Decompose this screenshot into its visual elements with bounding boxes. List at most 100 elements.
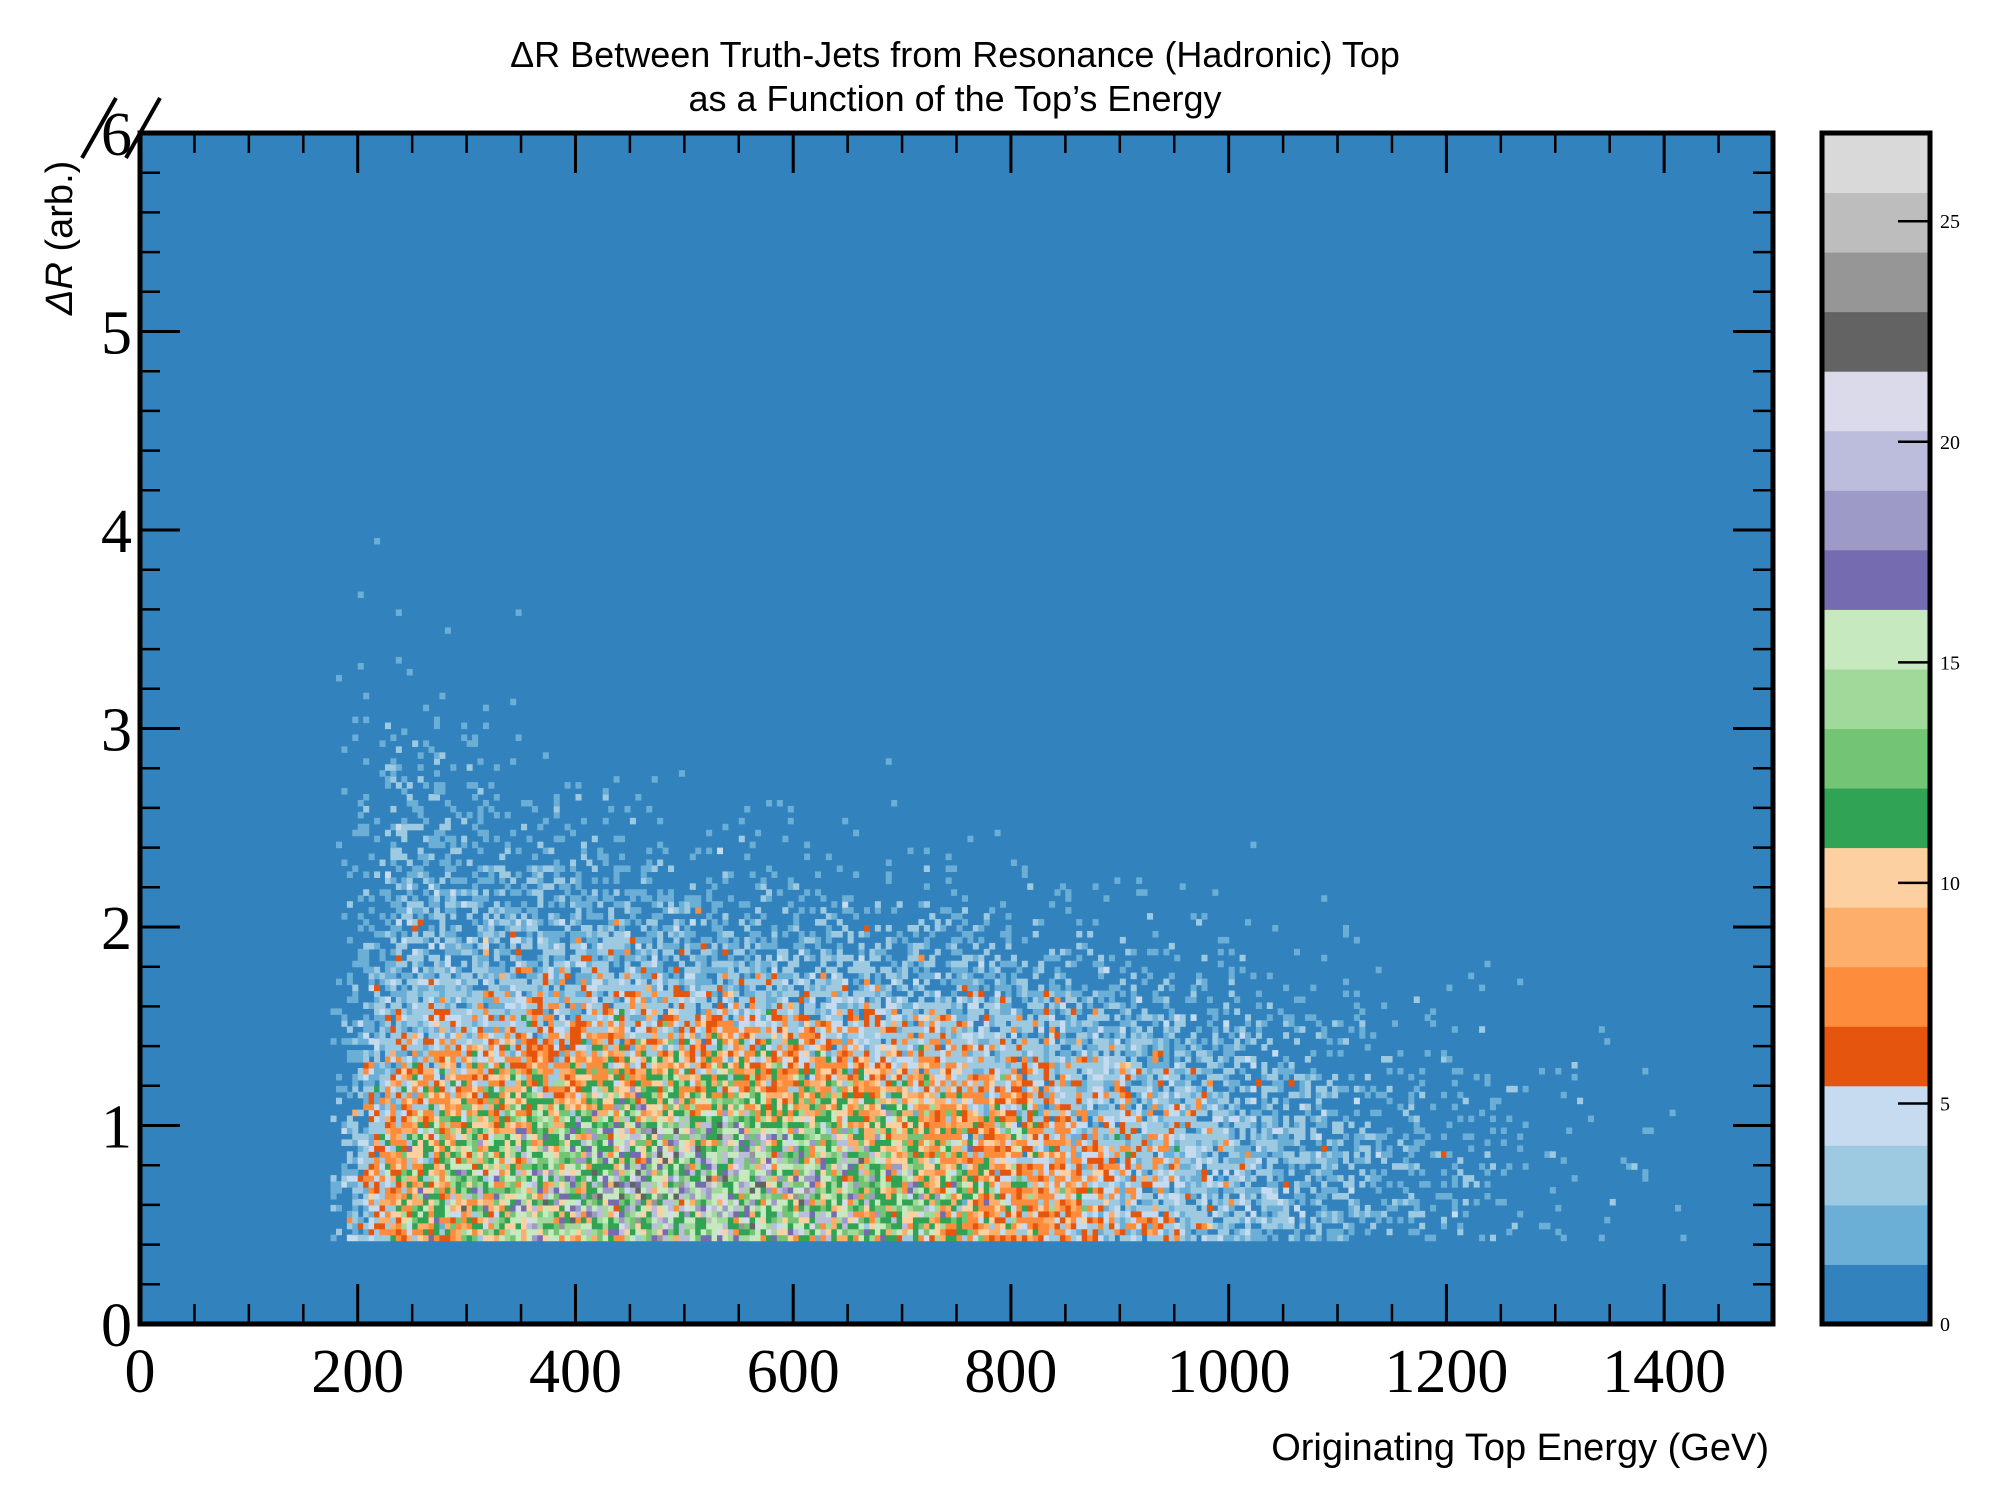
heatmap-cell: [390, 859, 397, 867]
heatmap-cell: [798, 1169, 805, 1176]
heatmap-cell: [678, 1210, 685, 1218]
heatmap-cell: [390, 823, 397, 831]
heatmap-cell: [493, 1133, 500, 1140]
heatmap-cell: [526, 1216, 533, 1224]
heatmap-cell: [629, 907, 636, 914]
heatmap-cell: [820, 960, 827, 968]
heatmap-cell: [548, 1139, 555, 1146]
heatmap-cell: [760, 1210, 767, 1218]
heatmap-cell: [510, 1175, 517, 1182]
heatmap-cell: [684, 1228, 691, 1236]
heatmap-cell: [477, 966, 484, 974]
heatmap-cell: [760, 1097, 767, 1105]
heatmap-cell: [586, 1210, 593, 1218]
heatmap-cell: [526, 1026, 533, 1033]
heatmap-cell: [423, 1228, 430, 1236]
heatmap-cell: [433, 1044, 440, 1051]
heatmap-cell: [466, 1103, 473, 1111]
heatmap-cell: [695, 1050, 702, 1057]
heatmap-cell: [455, 1103, 462, 1111]
heatmap-cell: [760, 1073, 767, 1081]
heatmap-cell: [428, 990, 435, 998]
heatmap-cell: [738, 1222, 745, 1230]
heatmap-cell: [591, 1085, 598, 1093]
heatmap-cell: [722, 1181, 729, 1188]
heatmap-cell: [559, 1210, 566, 1218]
heatmap-cell: [640, 865, 647, 873]
heatmap-cell: [352, 1133, 359, 1140]
heatmap-cell: [619, 1032, 626, 1039]
heatmap-cell: [733, 1109, 740, 1117]
heatmap-cell: [368, 1067, 375, 1075]
heatmap-cell: [613, 930, 620, 938]
heatmap-cell: [531, 996, 538, 1004]
heatmap-cell: [477, 1020, 484, 1027]
heatmap-cell: [749, 1192, 756, 1200]
heatmap-cell: [580, 1228, 587, 1236]
heatmap-cell: [553, 919, 560, 926]
heatmap-cell: [738, 1175, 745, 1182]
heatmap-cell: [842, 1097, 849, 1105]
heatmap-cell: [787, 1222, 794, 1230]
heatmap-cell: [629, 1109, 636, 1117]
heatmap-cell: [553, 794, 560, 801]
heatmap-cell: [689, 1145, 696, 1152]
heatmap-cell: [684, 1002, 691, 1009]
heatmap-cell: [706, 1091, 713, 1099]
heatmap-cell: [488, 871, 495, 878]
heatmap-cell: [798, 895, 805, 902]
heatmap-cell: [477, 1067, 484, 1075]
heatmap-cell: [537, 1026, 544, 1033]
heatmap-cell: [428, 1079, 435, 1087]
heatmap-cell: [450, 1026, 457, 1033]
heatmap-cell: [657, 936, 664, 944]
heatmap-cell: [526, 799, 533, 807]
heatmap-cell: [744, 1097, 751, 1105]
heatmap-cell: [504, 1145, 511, 1152]
heatmap-cell: [580, 1181, 587, 1188]
heatmap-cell: [482, 936, 489, 944]
heatmap-cell: [842, 1228, 849, 1236]
heatmap-cell: [412, 919, 419, 926]
heatmap-cell: [423, 889, 430, 896]
heatmap-cell: [466, 1115, 473, 1123]
heatmap-cell: [379, 1002, 386, 1009]
heatmap-cell: [651, 1044, 658, 1051]
heatmap-cell: [836, 1020, 843, 1027]
heatmap-cell: [771, 972, 778, 980]
heatmap-cell: [466, 1026, 473, 1033]
heatmap-cell: [537, 1222, 544, 1230]
heatmap-cell: [390, 1097, 397, 1105]
heatmap-cell: [798, 1222, 805, 1230]
heatmap-cell: [722, 1020, 729, 1027]
heatmap-cell: [716, 1222, 724, 1230]
heatmap-cell: [384, 1210, 391, 1218]
heatmap-cell: [526, 960, 533, 968]
heatmap-cell: [787, 984, 794, 992]
heatmap-cell: [433, 782, 440, 789]
heatmap-cell: [521, 996, 528, 1004]
heatmap-cell: [771, 966, 778, 974]
heatmap-cell: [831, 1234, 838, 1242]
heatmap-cell: [586, 1145, 593, 1152]
heatmap-cell: [771, 1038, 778, 1045]
heatmap-cell: [570, 829, 577, 837]
heatmap-cell: [814, 1121, 822, 1129]
heatmap-cell: [629, 1020, 636, 1027]
heatmap-cell: [640, 1175, 647, 1182]
heatmap-cell: [395, 1139, 402, 1146]
heatmap-cell: [613, 835, 620, 843]
heatmap-cell: [689, 1133, 696, 1140]
heatmap-cell: [842, 990, 849, 998]
heatmap-cell: [613, 954, 620, 962]
heatmap-cell: [842, 1222, 849, 1230]
heatmap-cell: [646, 1085, 653, 1093]
heatmap-cell: [564, 1187, 571, 1194]
heatmap-cell: [335, 1085, 342, 1093]
heatmap-cell: [417, 936, 424, 944]
heatmap-cell: [553, 1050, 560, 1057]
heatmap-cell: [526, 1169, 533, 1176]
heatmap-cell: [597, 1044, 604, 1051]
heatmap-cell: [738, 1067, 745, 1075]
heatmap-cell: [368, 942, 375, 950]
